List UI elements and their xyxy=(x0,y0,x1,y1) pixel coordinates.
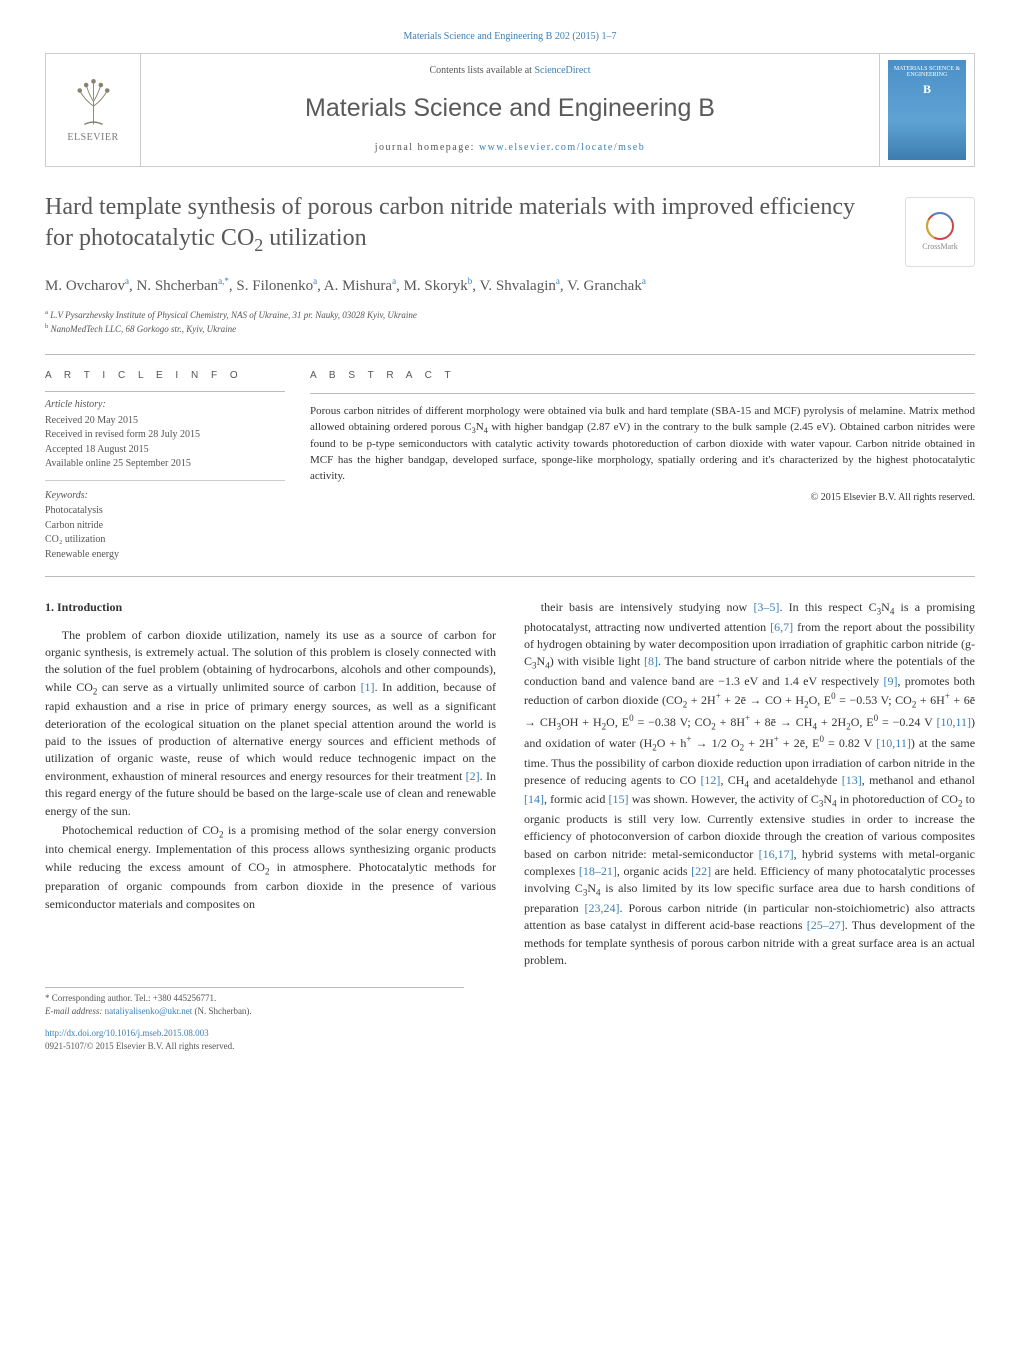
journal-cover-thumb: MATERIALS SCIENCE & ENGINEERING B xyxy=(888,60,966,160)
journal-cover-box: MATERIALS SCIENCE & ENGINEERING B xyxy=(879,54,974,166)
bottom-meta: http://dx.doi.org/10.1016/j.mseb.2015.08… xyxy=(45,1027,975,1053)
keywords-label: Keywords: xyxy=(45,489,285,504)
history-line-1: Received in revised form 28 July 2015 xyxy=(45,428,285,443)
header-center: Contents lists available at ScienceDirec… xyxy=(141,54,879,166)
abstract-block: A B S T R A C T Porous carbon nitrides o… xyxy=(310,369,975,563)
publisher-label: ELSEVIER xyxy=(67,131,118,146)
journal-header: ELSEVIER Contents lists available at Sci… xyxy=(45,53,975,167)
paragraph-2: Photochemical reduction of CO2 is a prom… xyxy=(45,822,496,913)
contents-prefix: Contents lists available at xyxy=(429,65,534,76)
crossmark-icon xyxy=(925,211,955,241)
abstract-divider xyxy=(310,393,975,394)
keyword-3: Renewable energy xyxy=(45,548,285,563)
affiliations: a L.V Pysarzhevsky Institute of Physical… xyxy=(45,308,975,336)
abstract-copyright: © 2015 Elsevier B.V. All rights reserved… xyxy=(310,491,975,506)
article-info-heading: A R T I C L E I N F O xyxy=(45,369,285,384)
abstract-text: Porous carbon nitrides of different morp… xyxy=(310,404,975,485)
cover-text-1: MATERIALS SCIENCE & ENGINEERING xyxy=(892,66,962,79)
contents-available-line: Contents lists available at ScienceDirec… xyxy=(156,64,864,79)
corresponding-line: * Corresponding author. Tel.: +380 44525… xyxy=(45,992,464,1005)
crossmark-badge[interactable]: CrossMark xyxy=(905,197,975,267)
divider-bottom xyxy=(45,576,975,577)
history-line-2: Accepted 18 August 2015 xyxy=(45,443,285,458)
paragraph-1: The problem of carbon dioxide utilizatio… xyxy=(45,627,496,820)
corresponding-email-link[interactable]: nataliyalisenko@ukr.net xyxy=(105,1006,193,1016)
homepage-link[interactable]: www.elsevier.com/locate/mseb xyxy=(479,142,645,153)
abstract-heading: A B S T R A C T xyxy=(310,369,975,384)
info-divider-1 xyxy=(45,391,285,392)
body-text: 1. Introduction The problem of carbon di… xyxy=(45,599,975,971)
email-line: E-mail address: nataliyalisenko@ukr.net … xyxy=(45,1005,464,1018)
doi-link[interactable]: http://dx.doi.org/10.1016/j.mseb.2015.08… xyxy=(45,1028,209,1038)
article-title: Hard template synthesis of porous carbon… xyxy=(45,192,975,257)
sciencedirect-link[interactable]: ScienceDirect xyxy=(534,65,590,76)
author-list: M. Ovcharova, N. Shcherbana,*, S. Filone… xyxy=(45,275,975,298)
issn-copyright: 0921-5107/© 2015 Elsevier B.V. All right… xyxy=(45,1041,234,1051)
keyword-0: Photocatalysis xyxy=(45,504,285,519)
elsevier-tree-icon xyxy=(66,74,121,129)
journal-homepage-line: journal homepage: www.elsevier.com/locat… xyxy=(156,141,864,156)
article-info-block: A R T I C L E I N F O Article history: R… xyxy=(45,369,285,563)
email-who: (N. Shcherban). xyxy=(194,1006,251,1016)
affiliation-b: b NanoMedTech LLC, 68 Gorkogo str., Kyiv… xyxy=(45,322,975,336)
cover-text-2: B xyxy=(923,81,931,98)
homepage-prefix: journal homepage: xyxy=(375,142,479,153)
crossmark-label: CrossMark xyxy=(922,241,958,253)
history-label: Article history: xyxy=(45,398,285,413)
history-line-0: Received 20 May 2015 xyxy=(45,414,285,429)
affiliation-a: a L.V Pysarzhevsky Institute of Physical… xyxy=(45,308,975,322)
history-line-3: Available online 25 September 2015 xyxy=(45,457,285,472)
keyword-1: Carbon nitride xyxy=(45,519,285,534)
corresponding-footnote: * Corresponding author. Tel.: +380 44525… xyxy=(45,987,464,1018)
top-citation: Materials Science and Engineering B 202 … xyxy=(45,30,975,45)
section-1-heading: 1. Introduction xyxy=(45,599,496,616)
keyword-2: CO₂ utilization xyxy=(45,533,285,548)
journal-name: Materials Science and Engineering B xyxy=(156,90,864,126)
publisher-logo-box: ELSEVIER xyxy=(46,54,141,166)
paragraph-3: their basis are intensively studying now… xyxy=(524,599,975,969)
